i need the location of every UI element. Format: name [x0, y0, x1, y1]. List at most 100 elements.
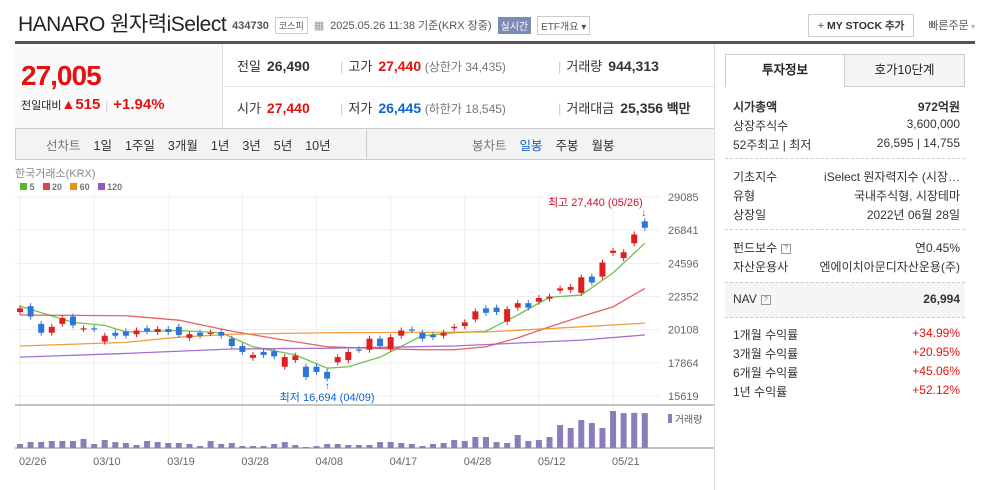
volume-bar — [154, 442, 161, 448]
period-monthly[interactable]: 월봉 — [591, 138, 615, 153]
info-value: 972억원 — [917, 100, 960, 114]
volume-bar — [175, 443, 182, 448]
info-value: 2022년 06월 28일 — [866, 208, 960, 222]
candle — [461, 322, 468, 327]
calendar-icon: ▦ — [313, 19, 325, 32]
candle — [408, 329, 415, 331]
candle — [281, 357, 288, 367]
period-5y[interactable]: 5년 — [273, 138, 293, 153]
info-value: +45.06% — [912, 364, 960, 378]
period-3y[interactable]: 3년 — [242, 138, 261, 153]
change-label: 전일대비 — [21, 100, 62, 112]
candle — [610, 250, 617, 253]
quick-order-button[interactable]: 빠른주문 ▾ — [928, 20, 975, 32]
candle — [567, 286, 574, 290]
market-badge: 코스피 — [274, 16, 308, 34]
volume-bar — [228, 443, 235, 448]
realtime-badge: 실시간 — [497, 16, 532, 34]
info-row: 기초지수 iSelect 원자력지수 (시장… — [733, 168, 960, 185]
prev-label: 전일 — [237, 59, 261, 74]
candle — [228, 338, 235, 347]
ma-legend: 5 20 60 120 — [20, 182, 130, 192]
y-tick-label: 26841 — [668, 225, 699, 237]
timestamp: 2025.05.26 11:38 — [330, 20, 415, 32]
help-icon[interactable]: ? — [781, 243, 792, 254]
candle — [69, 316, 76, 326]
volume-bar — [249, 446, 256, 448]
candle — [377, 338, 384, 347]
volume-bar — [292, 445, 299, 448]
amount-unit: 백만 — [666, 101, 691, 116]
info-label: 6개월 수익률 — [733, 366, 799, 380]
info-label: 기초지수 — [733, 170, 778, 184]
legend-item: 120 — [97, 182, 123, 192]
price-summary: 전일 26,490 | 고가 27,440 (상한가 34,435) | 거래량 944,… — [223, 44, 714, 128]
candle — [80, 328, 87, 330]
volume-bar — [557, 425, 564, 448]
candle — [355, 349, 362, 351]
period-1w[interactable]: 1주일 — [124, 138, 155, 153]
volume-bar — [610, 411, 617, 448]
etf-overview-dropdown[interactable]: ETF개요 ▾ — [537, 15, 591, 35]
info-value: 3,600,000 — [906, 117, 960, 131]
volume-bar — [440, 443, 447, 448]
volume-bar — [260, 446, 267, 448]
volume-bar — [281, 442, 288, 448]
header-divider — [15, 41, 975, 44]
period-1d[interactable]: 1일 — [93, 138, 112, 153]
info-label: 유형 — [733, 189, 756, 203]
help-icon[interactable]: ? — [760, 294, 771, 305]
nav-row: NAV? 26,994 — [733, 292, 960, 306]
volume-bar — [631, 412, 638, 448]
stock-title: HANARO 원자력iSelect — [18, 13, 227, 36]
stock-code: 434730 — [232, 19, 269, 32]
ma-line-20 — [19, 287, 646, 351]
info-label: 자산운용사 — [733, 260, 789, 274]
period-1y[interactable]: 1년 — [210, 138, 230, 153]
volume-bar — [430, 444, 437, 448]
period-10y[interactable]: 10년 — [305, 138, 331, 153]
high-value: 27,440 — [378, 58, 422, 74]
ma-line-120 — [19, 334, 645, 358]
y-tick-label: 15619 — [668, 391, 699, 403]
legend-label: 120 — [107, 182, 123, 192]
info-label: 펀드보수 — [733, 241, 778, 255]
x-tick-label: 04/17 — [390, 456, 418, 468]
ma-line-5 — [19, 242, 646, 369]
x-tick-label: 03/19 — [167, 456, 195, 468]
x-tick-label: 04/28 — [464, 456, 492, 468]
volume-bar — [69, 441, 76, 448]
chart-source: 한국거래소(KRX) — [15, 168, 96, 180]
candle — [38, 323, 45, 333]
change-percent: +1.94% — [113, 96, 165, 113]
candle — [313, 366, 320, 372]
period-daily[interactable]: 일봉 — [519, 138, 543, 153]
period-3m[interactable]: 3개월 — [167, 138, 198, 153]
candle — [366, 338, 373, 350]
tab-investment-info[interactable]: 투자정보 — [725, 54, 845, 87]
price-chart[interactable]: 29085 26841 24596 22352 20108 17864 15619 02/26… — [0, 193, 715, 490]
candle — [557, 288, 564, 291]
volume-bar — [17, 444, 23, 448]
volume-bar — [218, 444, 225, 448]
volume-bar — [302, 447, 309, 448]
candle — [302, 366, 309, 378]
my-stock-button[interactable]: + MY STOCK 추가 — [807, 13, 915, 37]
info-label: 상장주식수 — [733, 119, 789, 133]
volume-bar — [419, 446, 426, 448]
period-weekly[interactable]: 주봉 — [555, 138, 579, 153]
volume-bar — [133, 445, 140, 448]
info-label: 1년 수익률 — [733, 385, 788, 399]
candle — [27, 306, 34, 317]
candle — [620, 252, 627, 259]
x-tick-label: 05/12 — [538, 456, 566, 468]
candle — [514, 303, 521, 308]
tab-orderbook[interactable]: 호가10단계 — [844, 54, 965, 87]
y-tick-label: 20108 — [668, 325, 699, 337]
info-value: iSelect 원자력지수 (시장… — [824, 170, 960, 184]
legend-item: 20 — [42, 182, 62, 192]
high-note: 최고 27,440 (05/26) — [548, 196, 643, 209]
info-row: 자산운용사 엔에이치아문디자산운용(주) — [733, 258, 960, 275]
volume-bar — [504, 443, 511, 448]
candle — [324, 371, 331, 379]
